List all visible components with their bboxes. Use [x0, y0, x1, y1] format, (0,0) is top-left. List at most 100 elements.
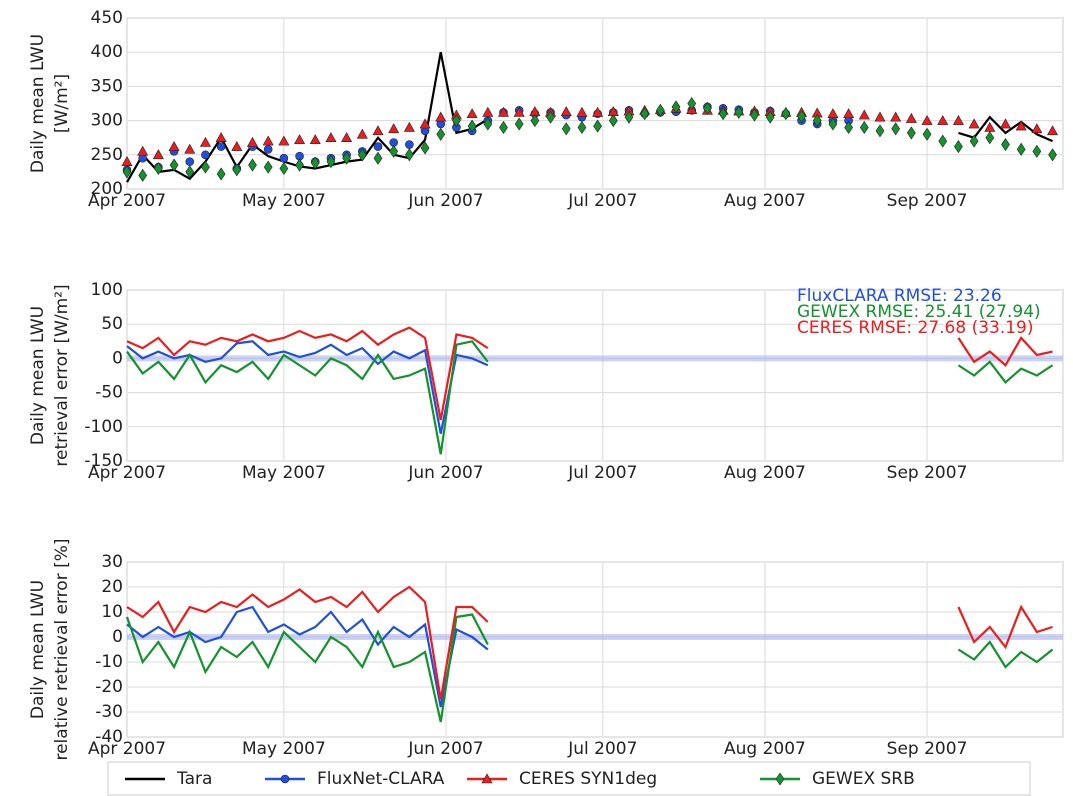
- y-tick-label: -20: [95, 677, 123, 697]
- marker: [467, 119, 477, 133]
- y-tick-label: 10: [101, 602, 123, 622]
- marker: [262, 135, 274, 146]
- zero-band: [127, 634, 1063, 640]
- marker: [921, 114, 933, 125]
- series-line: [126, 340, 489, 455]
- marker: [419, 118, 431, 129]
- marker: [435, 111, 447, 122]
- y-tick-label: 450: [91, 8, 123, 28]
- marker: [640, 107, 650, 121]
- marker: [215, 132, 227, 142]
- marker: [309, 134, 321, 145]
- marker: [279, 153, 289, 163]
- series-line: [957, 360, 1054, 384]
- marker: [1001, 137, 1010, 152]
- series-line: [957, 604, 1053, 650]
- marker: [231, 140, 243, 151]
- marker: [1031, 123, 1043, 134]
- marker: [278, 135, 290, 146]
- marker: [199, 136, 211, 147]
- marker: [216, 167, 226, 181]
- marker: [797, 109, 806, 124]
- series-line: [957, 336, 1053, 367]
- y-tick-label: 350: [91, 76, 123, 96]
- marker: [246, 136, 259, 147]
- marker: [310, 156, 320, 170]
- marker: [137, 145, 149, 156]
- marker: [812, 114, 822, 128]
- marker: [937, 114, 949, 125]
- marker: [765, 110, 775, 124]
- plot-frame: [126, 17, 1064, 190]
- y-tick-label: 0: [112, 627, 123, 647]
- marker: [420, 141, 430, 155]
- y-axis-label: Daily mean LWU: [28, 306, 48, 445]
- marker: [530, 114, 540, 128]
- marker: [405, 148, 414, 162]
- x-tick-label: Aug 2007: [724, 191, 806, 211]
- marker: [875, 124, 885, 138]
- marker: [560, 106, 572, 117]
- x-tick-label: Aug 2007: [724, 463, 806, 483]
- x-tick-label: Jul 2007: [567, 191, 637, 211]
- marker: [905, 112, 917, 123]
- y-axis-label: Daily mean LWU: [28, 34, 48, 173]
- series-line: [957, 640, 1054, 669]
- marker: [482, 106, 494, 117]
- marker: [372, 125, 384, 136]
- marker: [405, 140, 414, 149]
- marker: [656, 103, 665, 117]
- marker: [513, 106, 525, 117]
- y-tick-label: 300: [91, 111, 123, 131]
- legend-label: GEWEX SRB: [812, 769, 915, 789]
- marker: [483, 117, 493, 131]
- marker: [279, 161, 289, 176]
- marker: [984, 121, 996, 132]
- marker: [844, 120, 853, 134]
- marker: [906, 126, 916, 140]
- marker: [184, 143, 196, 154]
- x-tick-label: Jun 2007: [407, 739, 483, 759]
- marker: [325, 132, 337, 142]
- x-tick-label: Aug 2007: [724, 739, 806, 759]
- annotation: CERES RMSE: 27.68 (33.19): [797, 318, 1034, 338]
- y-tick-label: 30: [101, 552, 123, 572]
- series-line: [126, 585, 489, 700]
- series-line: [126, 605, 489, 708]
- marker: [342, 151, 351, 165]
- annotation: FluxCLARA RMSE: 23.26: [797, 286, 1002, 306]
- marker: [828, 117, 838, 131]
- x-tick-label: Jun 2007: [407, 463, 483, 483]
- legend-marker: [280, 774, 290, 784]
- y-tick-label: -100: [84, 417, 123, 437]
- x-tick-label: Sep 2007: [887, 739, 968, 759]
- marker: [985, 131, 995, 145]
- marker: [152, 149, 164, 160]
- y-tick-label: 50: [101, 314, 123, 334]
- marker: [201, 150, 210, 160]
- marker: [295, 158, 304, 172]
- y-axis-label: Daily mean LWU: [28, 580, 48, 719]
- marker: [703, 101, 712, 115]
- x-tick-label: Jun 2007: [407, 191, 483, 211]
- marker: [952, 114, 964, 125]
- marker: [185, 157, 195, 166]
- marker: [168, 140, 180, 151]
- marker: [1048, 148, 1057, 162]
- y-tick-label: -30: [95, 702, 123, 722]
- y-tick-label: 100: [91, 280, 123, 300]
- marker: [781, 107, 791, 121]
- marker: [546, 110, 555, 124]
- marker: [403, 121, 415, 132]
- marker: [263, 145, 273, 154]
- x-tick-label: May 2007: [242, 191, 326, 211]
- marker: [577, 120, 587, 134]
- y-axis-label: retrieval error [W/m²]: [52, 284, 72, 466]
- marker: [326, 155, 336, 169]
- marker: [922, 127, 932, 141]
- marker: [373, 142, 383, 151]
- y-tick-label: -150: [84, 451, 123, 471]
- marker: [436, 127, 446, 141]
- plot-frame: [126, 561, 1064, 738]
- x-tick-label: Apr 2007: [88, 739, 166, 759]
